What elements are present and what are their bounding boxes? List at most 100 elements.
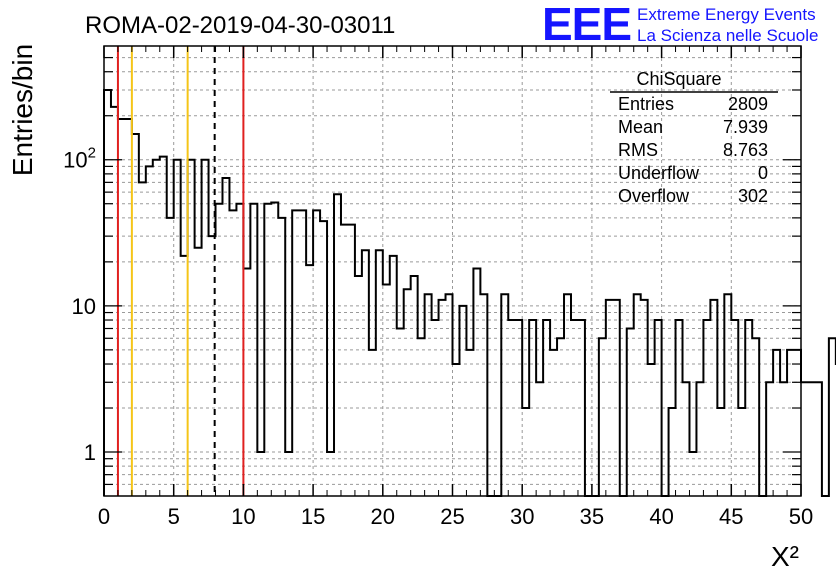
histogram-bin [557,338,564,496]
histogram-bin [689,452,696,496]
histogram-bin [285,452,292,496]
histogram-bin [264,204,271,496]
stats-row-value: 7.939 [723,117,768,137]
histogram-bin [355,276,362,496]
histogram-bin [425,294,432,496]
histogram-bin [292,210,299,496]
histogram-bin [139,182,146,496]
histogram-bin [634,294,641,496]
x-tick-label: 15 [301,504,325,529]
x-tick-label: 50 [789,504,813,529]
histogram-bin [278,218,285,496]
histogram-bin [167,218,174,496]
histogram-bin [222,178,229,496]
stats-box-rows: Entries 2809 Mean 7.939 RMS 8.763 Underflow 0 Ov… [618,94,768,206]
stats-row-label: RMS [618,140,658,160]
histogram-bin [599,338,606,496]
histogram-bin [683,382,690,496]
histogram-bin [362,250,369,496]
histogram-bin [606,300,613,496]
histogram-bin [550,350,557,496]
histogram-bin [341,225,348,496]
histogram-bin [202,160,209,496]
histogram-bin [299,210,306,496]
histogram-bin [508,320,515,496]
y-tick-label: 102 [63,145,96,173]
x-tick-label: 25 [440,504,464,529]
histogram-bin [313,210,320,496]
histogram-bin [348,225,355,496]
stats-row-value: 2809 [728,94,768,114]
histogram-bin [104,90,111,496]
eee-logo-mark: EEE [542,0,631,50]
x-axis-label: X² [771,541,799,572]
histogram-bin [383,285,390,496]
stats-row-label: Overflow [618,186,690,206]
y-tick-label-base: 10 [63,148,87,173]
histogram-bin [669,408,676,496]
histogram-bin [808,382,815,496]
histogram-bin [724,294,731,496]
histogram-bin [390,256,397,496]
histogram-bin [773,350,780,496]
histogram-bin [188,160,195,496]
histogram-bin [766,382,773,496]
histogram-bin [571,320,578,496]
histogram-bin [480,294,487,496]
y-tick-label-exponent: 2 [88,145,96,162]
x-tick-label: 35 [580,504,604,529]
histogram-bin [564,294,571,496]
histogram-bin [641,300,648,496]
x-tick-label: 10 [231,504,255,529]
histogram-bin [801,382,808,496]
histogram-bin [146,166,153,496]
x-tick-label: 20 [371,504,395,529]
x-axis-ticks: 0 5 10 15 20 25 30 35 40 45 50 [98,46,813,529]
histogram-bin [250,204,257,496]
histogram-bin [536,382,543,496]
histogram-bin [229,210,236,496]
stats-row-label: Entries [618,94,674,114]
histogram-bin [125,119,132,496]
reference-lines [116,46,245,496]
histogram-bin [153,160,160,496]
eee-logo-line2: La Scienza nelle Scuole [637,26,818,45]
histogram-bin [696,382,703,496]
histogram-bin [627,329,634,496]
stats-row-value: 8.763 [723,140,768,160]
histogram-bin [195,248,202,496]
histogram-bin [710,300,717,496]
histogram-bin [418,338,425,496]
histogram-bin [731,320,738,496]
histogram-bin [432,320,439,496]
histogram-bin [439,300,446,496]
eee-logo-line1: Extreme Energy Events [637,5,816,24]
histogram-bin [118,119,125,496]
histogram-bin [473,269,480,496]
histogram-bin [717,408,724,496]
histogram-bin [613,300,620,496]
stats-box: ChiSquare Entries 2809 Mean 7.939 RMS 8.763 Un… [610,69,778,206]
histogram-bin [132,134,139,496]
histogram-bin [780,382,787,496]
histogram-bin [648,364,655,496]
histogram-bin [515,320,522,496]
histogram-bin [752,338,759,496]
y-axis-label: Entries/bin [7,44,38,176]
histogram-bin [676,320,683,496]
histogram-bin [257,452,264,496]
x-tick-label: 40 [649,504,673,529]
y-tick-label: 10 [72,294,96,319]
histogram-bin [655,320,662,496]
histogram-bin [271,202,278,496]
histogram-bin [369,350,376,496]
chart-title: ROMA-02-2019-04-30-03011 [85,12,395,39]
histogram-bin [738,408,745,496]
histogram-bin [453,364,460,496]
histogram-bin [174,160,181,496]
x-tick-label: 5 [168,504,180,529]
histogram-bin [459,306,466,496]
stats-row-value: 302 [738,186,768,206]
histogram-bin [327,452,334,496]
histogram-bin [320,221,327,496]
